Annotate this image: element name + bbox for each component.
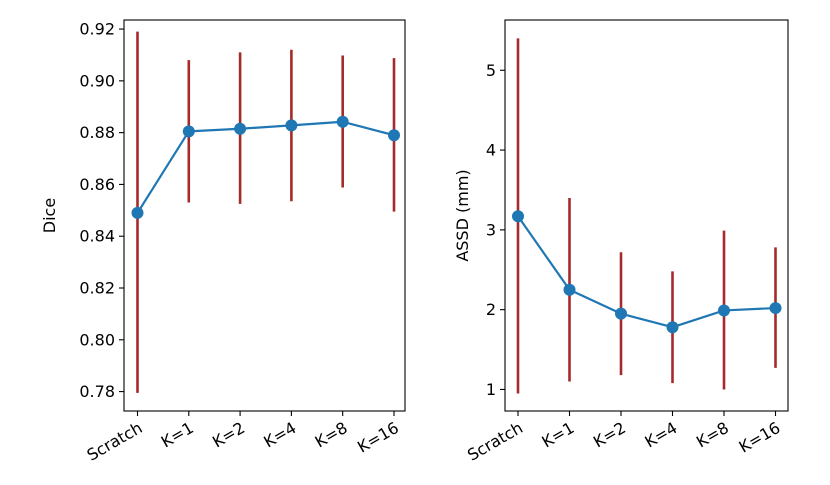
data-point-6 bbox=[388, 129, 400, 142]
y-tick-label: 0.88 bbox=[79, 123, 115, 142]
x-tick-label: Scratch bbox=[84, 418, 146, 465]
data-point-5 bbox=[336, 115, 349, 128]
series-line bbox=[517, 215, 776, 329]
data-point-2 bbox=[182, 125, 195, 138]
y-tick-label: 4 bbox=[486, 141, 496, 160]
data-point-6 bbox=[769, 302, 782, 315]
data-point-4 bbox=[285, 119, 298, 132]
y-tick-label: 1 bbox=[486, 380, 496, 399]
data-point-1 bbox=[512, 210, 524, 223]
y-tick-label: 3 bbox=[486, 220, 496, 239]
series-line bbox=[136, 120, 395, 214]
y-tick-label: 0.84 bbox=[79, 227, 115, 246]
chart-panel-1: 0.78 0.80 0.82 0.84 0.86 0.88 0.90 0.92 Scratch K… bbox=[40, 19, 406, 465]
x-tick-label: K=4 bbox=[641, 418, 680, 451]
axes-frame bbox=[504, 19, 789, 412]
y-tick-label: 0.80 bbox=[79, 330, 115, 349]
x-tick-label: K=2 bbox=[209, 418, 248, 451]
y-tick-label: 0.92 bbox=[79, 20, 115, 39]
axes-frame bbox=[123, 19, 406, 412]
data-point-1 bbox=[131, 206, 144, 219]
x-tick-label: K=1 bbox=[538, 418, 577, 451]
y-tick-label: 5 bbox=[486, 61, 496, 80]
data-point-4 bbox=[666, 321, 679, 334]
x-tick-label: Scratch bbox=[464, 418, 526, 465]
y-tick-label: 0.90 bbox=[79, 71, 115, 90]
data-point-5 bbox=[718, 304, 730, 317]
data-point-3 bbox=[234, 122, 247, 135]
y-tick-label: 0.78 bbox=[79, 382, 115, 401]
x-tick-label: K=1 bbox=[158, 418, 197, 451]
x-tick-label: K=4 bbox=[260, 418, 299, 451]
y-axis-label: ASSD (mm) bbox=[453, 169, 472, 261]
y-axis-label: Dice bbox=[40, 198, 59, 233]
x-tick-label: K=8 bbox=[312, 418, 351, 451]
x-tick-label: K=16 bbox=[736, 418, 784, 457]
y-tick-label: 0.82 bbox=[79, 279, 115, 298]
x-tick-label: K=16 bbox=[354, 418, 402, 457]
y-tick-label: 2 bbox=[486, 300, 496, 319]
data-point-3 bbox=[615, 307, 627, 320]
data-point-2 bbox=[563, 283, 576, 296]
chart-panel-2: 1 2 3 4 5 Scratch K=1 K=2 K=4 K=8 K=16 ASSD (mm) bbox=[453, 19, 789, 465]
x-tick-label: K=8 bbox=[693, 418, 732, 451]
y-tick-label: 0.86 bbox=[79, 175, 115, 194]
x-tick-label: K=2 bbox=[590, 418, 629, 451]
